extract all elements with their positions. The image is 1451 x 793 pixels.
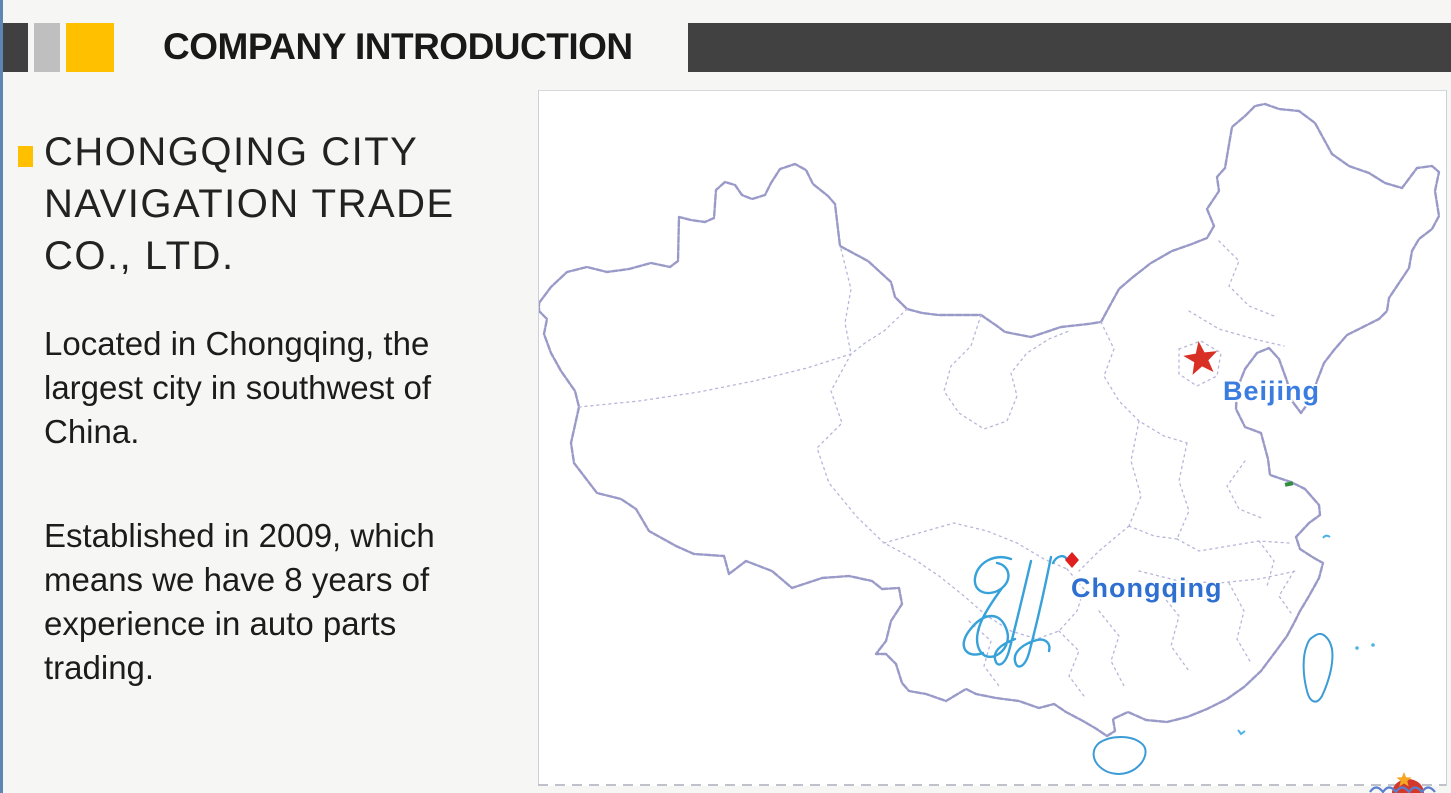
- beijing-star-marker: [1183, 341, 1218, 375]
- china-outline: [539, 102, 1441, 738]
- location-paragraph: Located in Chongqing, the largest city i…: [44, 325, 432, 450]
- small-island-dot: [1355, 646, 1359, 650]
- company-name-heading: CHONGQING CITY NAVIGATION TRADE CO., LTD…: [44, 130, 455, 278]
- header-bar: [688, 23, 1451, 72]
- green-coast-mark: [1284, 481, 1294, 487]
- taiwan-outline: [1302, 633, 1334, 703]
- accent-square-gray: [34, 23, 60, 72]
- map-panel-dashed-border: [538, 784, 1446, 786]
- accent-square-yellow: [66, 23, 114, 72]
- slide-left-edge: [0, 0, 3, 793]
- slide-title: COMPANY INTRODUCTION: [163, 26, 633, 67]
- corner-decoration: [1369, 772, 1436, 793]
- experience-paragraph: Established in 2009, which means we have…: [44, 517, 435, 686]
- accent-square-dark: [3, 23, 28, 72]
- province-borders: [578, 240, 1297, 697]
- coast-islet-mark: [1237, 729, 1246, 736]
- china-map-panel: Beijing Chongqing: [538, 90, 1447, 786]
- orange-star-decoration: [1396, 772, 1412, 787]
- hainan-outline: [1092, 736, 1147, 775]
- coast-islet-mark: [1322, 534, 1331, 539]
- beijing-label: Beijing: [1223, 376, 1320, 406]
- chongqing-diamond-marker: [1065, 552, 1079, 568]
- small-island-dot: [1371, 643, 1375, 647]
- bullet-marker: [18, 146, 33, 167]
- chongqing-label: Chongqing: [1071, 573, 1222, 603]
- signature-watermark: [962, 555, 1069, 668]
- china-map: Beijing Chongqing: [539, 102, 1441, 775]
- wave-decoration: [1369, 786, 1436, 793]
